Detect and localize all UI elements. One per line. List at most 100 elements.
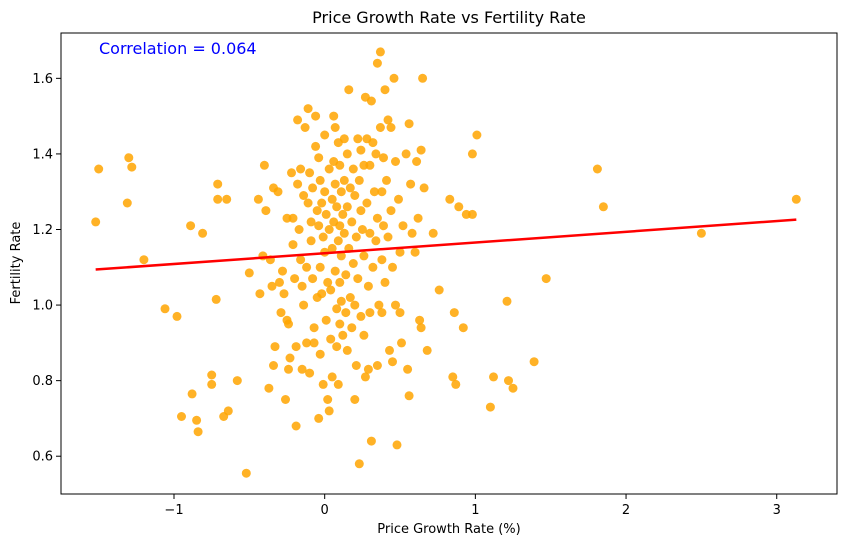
data-point [193, 427, 203, 437]
data-point [392, 440, 402, 450]
data-point [323, 395, 333, 404]
data-point [377, 255, 387, 265]
data-point [293, 115, 303, 125]
data-point [320, 130, 330, 140]
data-point [329, 111, 339, 121]
data-point [124, 153, 134, 163]
data-point [348, 259, 358, 268]
data-point [299, 300, 309, 310]
data-point [422, 345, 432, 355]
data-point [389, 73, 399, 83]
data-point [207, 379, 217, 389]
data-point [335, 160, 345, 170]
data-point [404, 391, 414, 401]
data-point [336, 251, 346, 261]
x-axis-label: Price Growth Rate (%) [377, 522, 520, 537]
data-point [192, 415, 202, 425]
data-point [172, 311, 182, 321]
data-point [332, 342, 342, 352]
data-point [306, 236, 316, 246]
data-point [223, 406, 233, 416]
data-point [386, 206, 396, 216]
data-point [354, 459, 364, 469]
y-tick-label: 1.0 [32, 299, 53, 314]
data-point [244, 268, 254, 278]
data-point [407, 228, 417, 238]
data-point [398, 221, 408, 231]
data-point [324, 164, 334, 174]
data-point [273, 187, 283, 197]
data-point [311, 141, 321, 151]
data-point [309, 338, 319, 348]
data-point [320, 187, 330, 197]
data-point [317, 289, 327, 299]
data-point [592, 164, 602, 174]
data-point [299, 191, 309, 200]
data-point [445, 194, 455, 204]
data-point [261, 206, 271, 216]
data-point [308, 274, 318, 284]
data-point [341, 270, 351, 280]
data-point [410, 247, 420, 257]
data-point [300, 123, 310, 132]
data-point [363, 364, 373, 374]
data-point [403, 364, 413, 374]
data-point [336, 187, 346, 197]
y-axis-ticks: 0.6 0.8 1.0 1.2 1.4 1.6 [32, 72, 61, 465]
data-point [321, 209, 331, 219]
data-point [404, 119, 414, 129]
data-point [187, 389, 197, 399]
data-point [350, 300, 360, 310]
data-point [321, 315, 331, 325]
data-point [354, 175, 364, 185]
data-point [318, 379, 328, 389]
chart-title: Price Growth Rate vs Fertility Rate [312, 8, 586, 27]
data-point [335, 319, 345, 329]
data-point [326, 334, 336, 344]
data-point [267, 281, 277, 291]
data-point [397, 338, 406, 348]
data-point [458, 323, 468, 333]
data-point [327, 243, 337, 253]
data-point [791, 194, 801, 204]
data-point [419, 183, 429, 193]
data-point [338, 330, 348, 340]
data-point [332, 304, 342, 314]
data-point [269, 361, 278, 370]
data-point [369, 187, 379, 197]
data-point [306, 217, 316, 227]
data-point [374, 300, 384, 310]
data-point [541, 274, 551, 284]
data-point [598, 202, 608, 212]
data-point [368, 138, 378, 148]
y-tick-label: 0.6 [32, 450, 53, 465]
data-point [213, 179, 223, 189]
data-point [696, 228, 706, 238]
data-point [297, 281, 307, 291]
data-point [379, 153, 388, 163]
data-point [489, 372, 498, 382]
data-point [347, 323, 357, 333]
data-point [401, 149, 411, 159]
data-point [339, 134, 349, 144]
data-point [336, 296, 346, 306]
data-point [276, 308, 286, 318]
data-point [290, 274, 300, 284]
data-point [341, 308, 351, 318]
data-point [333, 236, 343, 246]
data-point [391, 300, 400, 310]
data-point [94, 164, 104, 174]
data-point [375, 123, 385, 132]
data-point [291, 421, 301, 431]
data-point [255, 289, 265, 299]
data-point [406, 179, 416, 189]
data-point [380, 277, 390, 287]
data-point [91, 217, 101, 227]
data-point [351, 232, 361, 242]
plot-area-frame [60, 32, 838, 495]
data-point [379, 221, 388, 231]
data-point [380, 85, 390, 95]
data-point [278, 266, 287, 276]
data-point [296, 255, 306, 265]
data-point [434, 285, 444, 295]
